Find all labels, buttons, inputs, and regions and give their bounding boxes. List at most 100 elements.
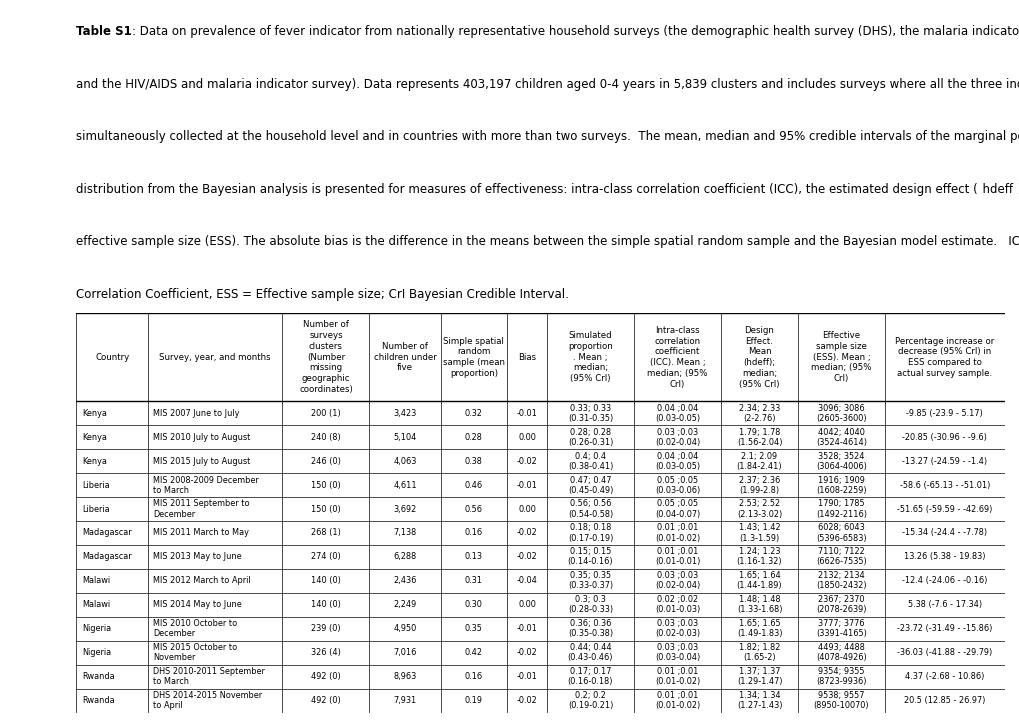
Text: 3,423: 3,423 xyxy=(393,409,417,418)
Text: 246 (0): 246 (0) xyxy=(311,456,340,466)
Text: effective sample size (ESS). The absolute bias is the difference in the means be: effective sample size (ESS). The absolut… xyxy=(76,235,1019,248)
Text: Kenya: Kenya xyxy=(82,433,107,441)
Text: 0.01 ;0.01
(0.01-0.01): 0.01 ;0.01 (0.01-0.01) xyxy=(654,547,700,567)
Text: 0.32: 0.32 xyxy=(465,409,482,418)
Text: and the HIV/AIDS and malaria indicator survey). Data represents 403,197 children: and the HIV/AIDS and malaria indicator s… xyxy=(76,78,1019,91)
Text: -0.01: -0.01 xyxy=(516,409,537,418)
Text: MIS 2008-2009 December
to March: MIS 2008-2009 December to March xyxy=(153,475,259,495)
Text: DHS 2014-2015 November
to April: DHS 2014-2015 November to April xyxy=(153,691,262,711)
Text: -12.4 (-24.06 - -0.16): -12.4 (-24.06 - -0.16) xyxy=(901,577,986,585)
Text: 3777; 3776
(3391-4165): 3777; 3776 (3391-4165) xyxy=(815,619,866,639)
Text: 0.05 ;0.05
(0.04-0.07): 0.05 ;0.05 (0.04-0.07) xyxy=(654,500,700,518)
Text: 140 (0): 140 (0) xyxy=(311,577,340,585)
Text: -58.6 (-65.13 - -51.01): -58.6 (-65.13 - -51.01) xyxy=(899,480,989,490)
Text: -0.02: -0.02 xyxy=(516,456,537,466)
Text: 268 (1): 268 (1) xyxy=(311,528,340,537)
Text: 5.38 (-7.6 - 17.34): 5.38 (-7.6 - 17.34) xyxy=(907,600,981,609)
Text: 3528; 3524
(3064-4006): 3528; 3524 (3064-4006) xyxy=(815,451,866,471)
Text: Number of
surveys
clusters
(Number
missing
geographic
coordinates): Number of surveys clusters (Number missi… xyxy=(299,320,353,394)
Text: MIS 2013 May to June: MIS 2013 May to June xyxy=(153,552,242,562)
Text: 8,963: 8,963 xyxy=(393,672,417,681)
Text: 1916; 1909
(1608-2259): 1916; 1909 (1608-2259) xyxy=(815,475,866,495)
Text: 0.44; 0.44
(0.43-0.46): 0.44; 0.44 (0.43-0.46) xyxy=(568,644,612,662)
Text: MIS 2015 October to
November: MIS 2015 October to November xyxy=(153,644,237,662)
Text: 0.15; 0.15
(0.14-0.16): 0.15; 0.15 (0.14-0.16) xyxy=(568,547,612,567)
Text: 239 (0): 239 (0) xyxy=(311,624,340,634)
Text: distribution from the Bayesian analysis is presented for measures of effectivene: distribution from the Bayesian analysis … xyxy=(76,183,1019,196)
Text: Kenya: Kenya xyxy=(82,409,107,418)
Text: 240 (8): 240 (8) xyxy=(311,433,340,441)
Text: 3096; 3086
(2605-3600): 3096; 3086 (2605-3600) xyxy=(815,404,866,423)
Text: -20.85 (-30.96 - -9.6): -20.85 (-30.96 - -9.6) xyxy=(902,433,986,441)
Text: 7,016: 7,016 xyxy=(393,648,417,657)
Text: 1.65; 1.65
(1.49-1.83): 1.65; 1.65 (1.49-1.83) xyxy=(736,619,782,639)
Text: 0.30: 0.30 xyxy=(465,600,482,609)
Text: 0.4; 0.4
(0.38-0.41): 0.4; 0.4 (0.38-0.41) xyxy=(568,451,612,471)
Text: 0.03 ;0.03
(0.02-0.04): 0.03 ;0.03 (0.02-0.04) xyxy=(654,572,700,590)
Text: 5,104: 5,104 xyxy=(393,433,417,441)
Text: 1.37; 1.37
(1.29-1.47): 1.37; 1.37 (1.29-1.47) xyxy=(736,667,782,686)
Text: 0.36; 0.36
(0.35-0.38): 0.36; 0.36 (0.35-0.38) xyxy=(568,619,612,639)
Text: 13.26 (5.38 - 19.83): 13.26 (5.38 - 19.83) xyxy=(903,552,984,562)
Text: DHS 2010-2011 September
to March: DHS 2010-2011 September to March xyxy=(153,667,265,686)
Text: 0.03 ;0.03
(0.02-0.03): 0.03 ;0.03 (0.02-0.03) xyxy=(654,619,699,639)
Text: Simple spatial
random
sample (mean
proportion): Simple spatial random sample (mean propo… xyxy=(442,336,504,378)
Text: 0.05 ;0.05
(0.03-0.06): 0.05 ;0.05 (0.03-0.06) xyxy=(654,475,700,495)
Text: Liberia: Liberia xyxy=(82,480,110,490)
Text: 0.17; 0.17
(0.16-0.18): 0.17; 0.17 (0.16-0.18) xyxy=(568,667,612,686)
Text: 0.2; 0.2
(0.19-0.21): 0.2; 0.2 (0.19-0.21) xyxy=(568,691,612,711)
Text: 200 (1): 200 (1) xyxy=(311,409,340,418)
Text: -0.01: -0.01 xyxy=(516,480,537,490)
Text: 0.56; 0.56
(0.54-0.58): 0.56; 0.56 (0.54-0.58) xyxy=(568,500,612,518)
Text: 2,249: 2,249 xyxy=(393,600,417,609)
Text: 492 (0): 492 (0) xyxy=(311,672,340,681)
Text: Rwanda: Rwanda xyxy=(82,696,114,706)
Text: Intra-class
correlation
coefficient
(ICC). Mean ;
median; (95%
CrI): Intra-class correlation coefficient (ICC… xyxy=(647,325,707,389)
Text: 20.5 (12.85 - 26.97): 20.5 (12.85 - 26.97) xyxy=(903,696,984,706)
Text: 2.1; 2.09
(1.84-2.41): 2.1; 2.09 (1.84-2.41) xyxy=(736,451,782,471)
Text: 0.19: 0.19 xyxy=(465,696,482,706)
Text: 0.33; 0.33
(0.31-0.35): 0.33; 0.33 (0.31-0.35) xyxy=(568,404,612,423)
Text: 4,950: 4,950 xyxy=(393,624,417,634)
Text: 1.82; 1.82
(1.65-2): 1.82; 1.82 (1.65-2) xyxy=(738,644,780,662)
Text: 1.79; 1.78
(1.56-2.04): 1.79; 1.78 (1.56-2.04) xyxy=(736,428,782,446)
Text: Bias: Bias xyxy=(518,353,536,361)
Text: Number of
children under
five: Number of children under five xyxy=(373,342,436,372)
Text: Table S1: Table S1 xyxy=(76,25,132,38)
Text: -0.02: -0.02 xyxy=(516,648,537,657)
Text: 0.35; 0.35
(0.33-0.37): 0.35; 0.35 (0.33-0.37) xyxy=(568,572,612,590)
Text: Country: Country xyxy=(95,353,129,361)
Text: 7,931: 7,931 xyxy=(393,696,417,706)
Text: 1.48; 1.48
(1.33-1.68): 1.48; 1.48 (1.33-1.68) xyxy=(736,595,782,614)
Text: 2.37; 2.36
(1.99-2.8): 2.37; 2.36 (1.99-2.8) xyxy=(738,475,780,495)
Text: 0.46: 0.46 xyxy=(465,480,483,490)
Text: Malawi: Malawi xyxy=(82,577,110,585)
Text: 2132; 2134
(1850-2432): 2132; 2134 (1850-2432) xyxy=(815,572,866,590)
Text: 492 (0): 492 (0) xyxy=(311,696,340,706)
Text: 1.65; 1.64
(1.44-1.89): 1.65; 1.64 (1.44-1.89) xyxy=(736,572,782,590)
Text: 0.16: 0.16 xyxy=(465,528,483,537)
Text: 0.00: 0.00 xyxy=(518,433,535,441)
Text: 140 (0): 140 (0) xyxy=(311,600,340,609)
Text: 0.03 ;0.03
(0.03-0.04): 0.03 ;0.03 (0.03-0.04) xyxy=(654,644,700,662)
Text: 150 (0): 150 (0) xyxy=(311,480,340,490)
Text: 0.00: 0.00 xyxy=(518,600,535,609)
Text: 6,288: 6,288 xyxy=(393,552,417,562)
Text: 0.01 ;0.01
(0.01-0.02): 0.01 ;0.01 (0.01-0.02) xyxy=(654,523,700,542)
Text: 4.37 (-2.68 - 10.86): 4.37 (-2.68 - 10.86) xyxy=(904,672,983,681)
Text: -9.85 (-23.9 - 5.17): -9.85 (-23.9 - 5.17) xyxy=(906,409,982,418)
Text: 1790; 1785
(1492-2116): 1790; 1785 (1492-2116) xyxy=(815,500,866,518)
Text: -0.04: -0.04 xyxy=(516,577,537,585)
Text: -23.72 (-31.49 - -15.86): -23.72 (-31.49 - -15.86) xyxy=(897,624,991,634)
Text: Effective
sample size
(ESS). Mean ;
median; (95%
CrI): Effective sample size (ESS). Mean ; medi… xyxy=(810,331,871,383)
Text: Correlation Coefficient, ESS = Effective sample size; CrI Bayesian Credible Inte: Correlation Coefficient, ESS = Effective… xyxy=(76,288,569,301)
Text: Kenya: Kenya xyxy=(82,456,107,466)
Text: MIS 2010 July to August: MIS 2010 July to August xyxy=(153,433,251,441)
Text: MIS 2010 October to
December: MIS 2010 October to December xyxy=(153,619,237,639)
Text: -15.34 (-24.4 - -7.78): -15.34 (-24.4 - -7.78) xyxy=(902,528,986,537)
Text: 0.04 ;0.04
(0.03-0.05): 0.04 ;0.04 (0.03-0.05) xyxy=(654,451,699,471)
Text: Simulated
proportion
. Mean ;
median;
(95% CrI): Simulated proportion . Mean ; median; (9… xyxy=(568,331,612,383)
Text: 0.31: 0.31 xyxy=(465,577,482,585)
Text: 2,436: 2,436 xyxy=(393,577,417,585)
Text: 0.01 ;0.01
(0.01-0.02): 0.01 ;0.01 (0.01-0.02) xyxy=(654,691,700,711)
